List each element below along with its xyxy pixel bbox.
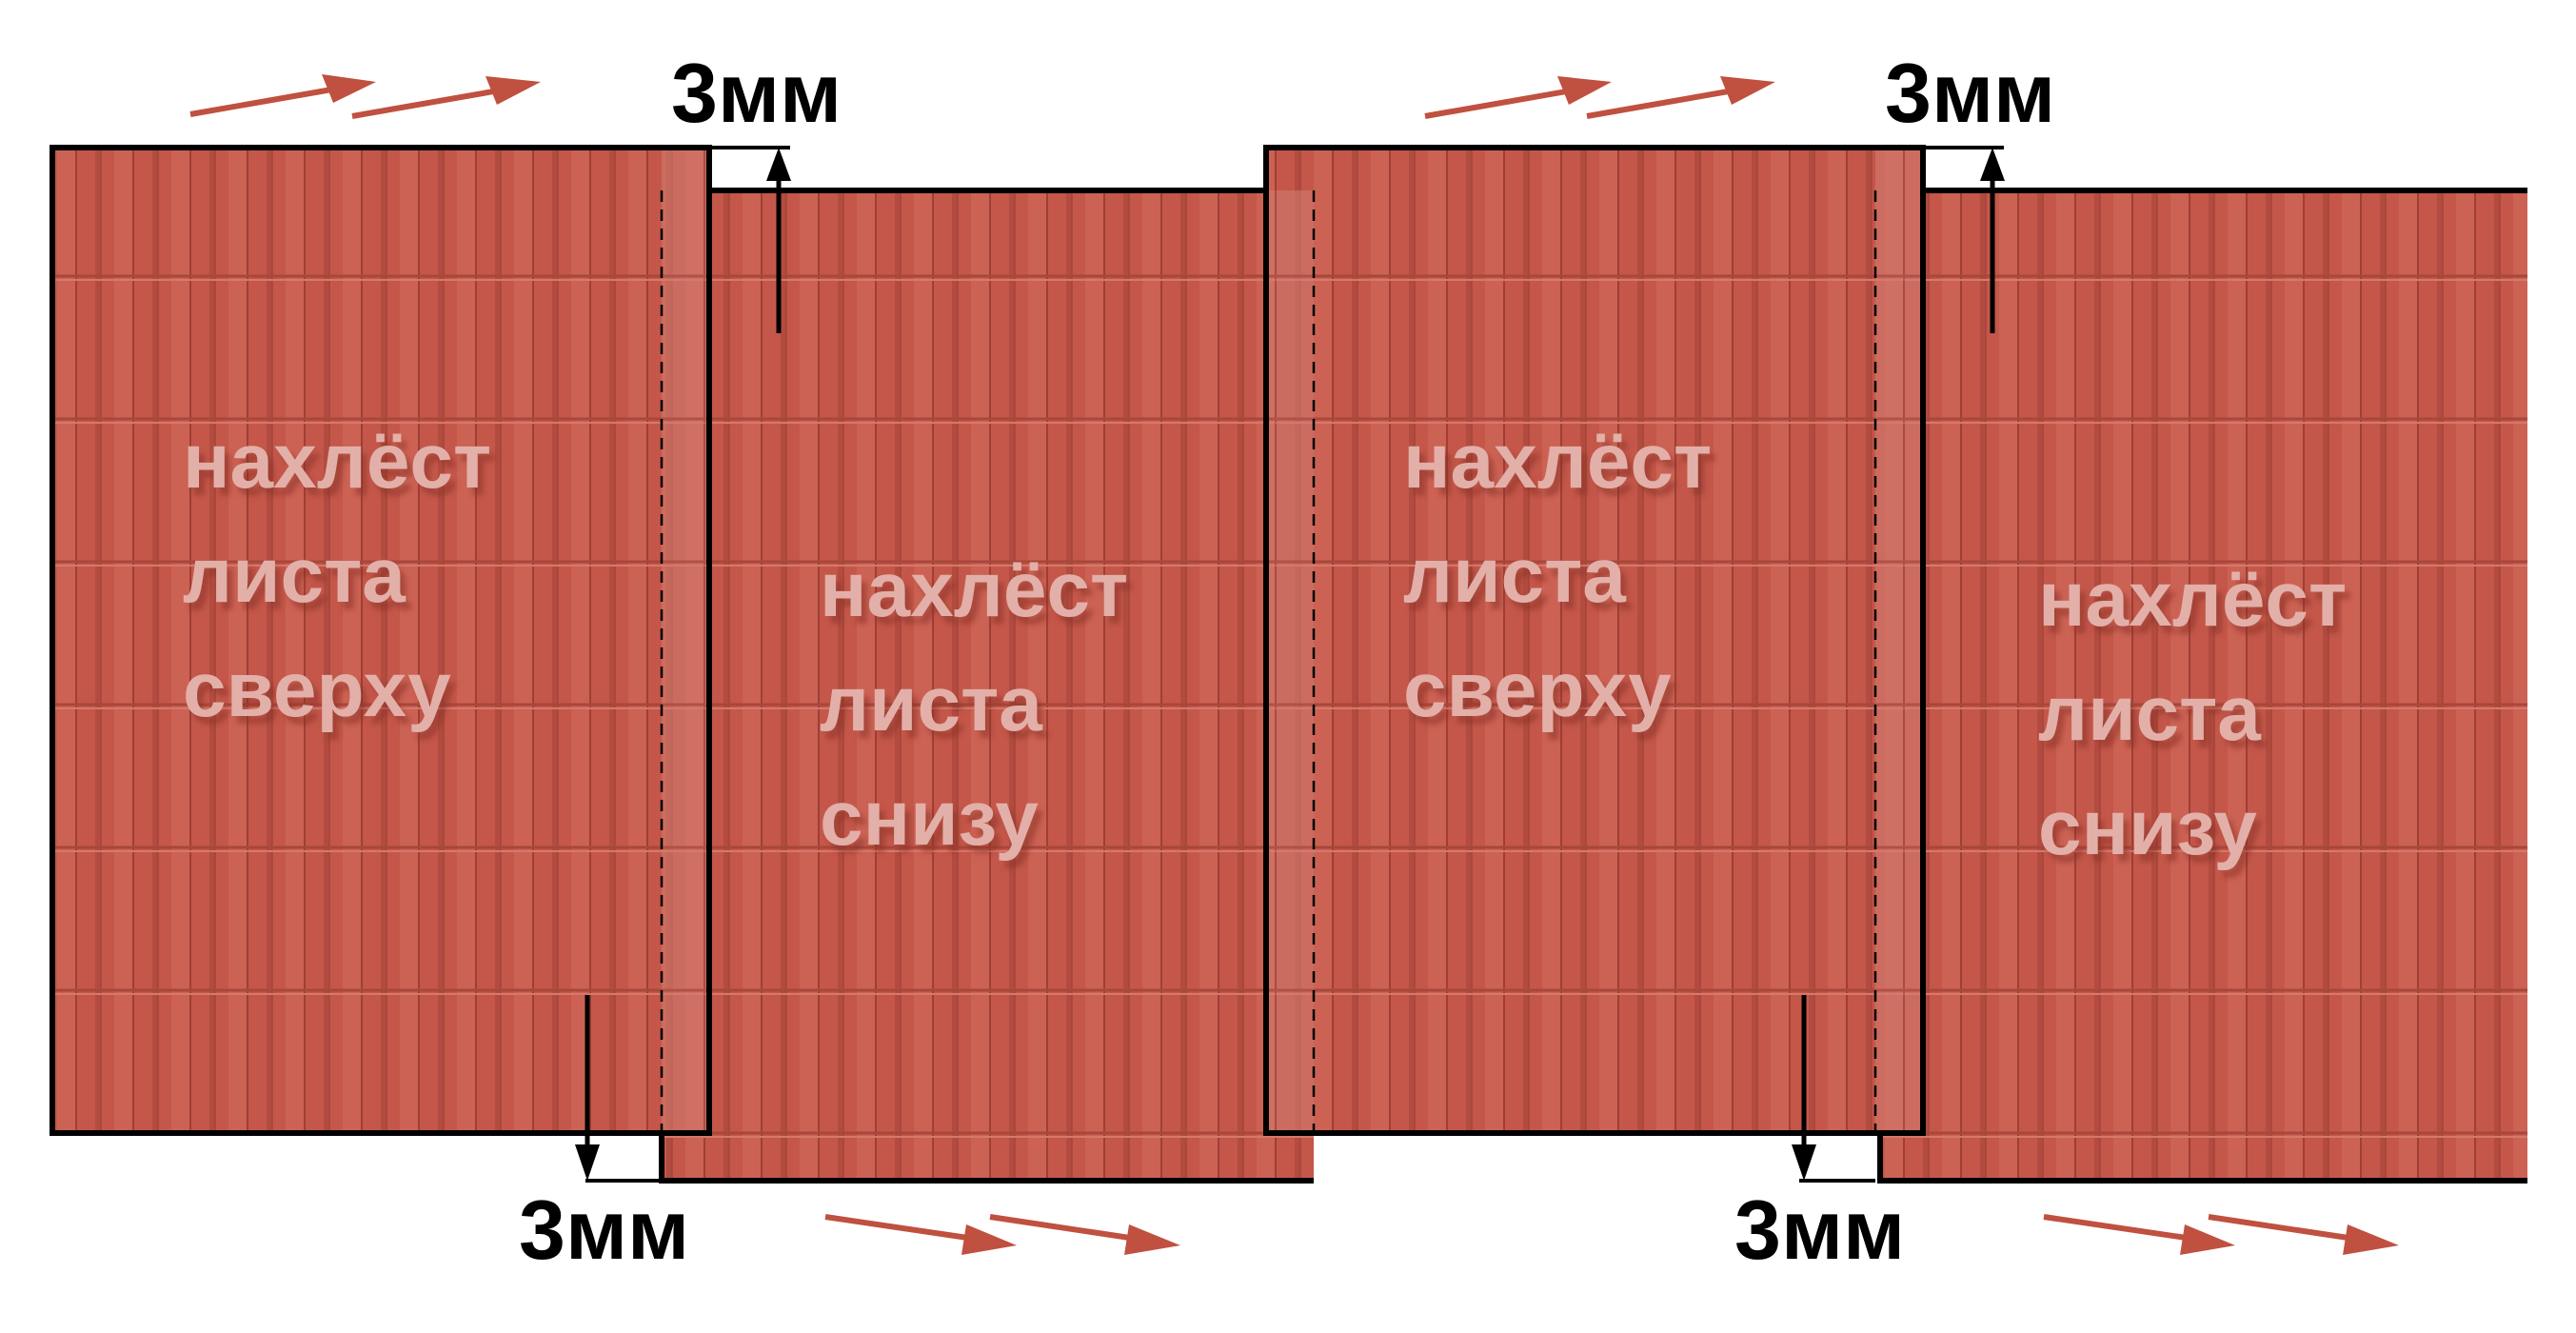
svg-text:листа: листа — [188, 540, 412, 627]
svg-text:сверху: сверху — [1403, 647, 1672, 733]
text-overlap-bottom-1: нахлёст листа снизу нахлёст листа снизу — [820, 547, 1134, 869]
svg-text:листа: листа — [825, 668, 1049, 755]
gap-label-top-1: 3мм — [671, 46, 842, 140]
svg-text:листа: листа — [820, 661, 1043, 747]
svg-text:листа: листа — [1403, 532, 1627, 619]
svg-text:нахлёст: нахлёст — [188, 426, 497, 512]
svg-text:нахлёст: нахлёст — [820, 547, 1128, 633]
sheet-upper-1 — [50, 145, 712, 1136]
sheet-upper-2 — [1263, 145, 1926, 1136]
direction-arrows-top-1 — [189, 74, 541, 119]
svg-text:сверху: сверху — [183, 647, 451, 733]
direction-arrows-top-2 — [1424, 76, 1775, 119]
svg-text:сверху: сверху — [1409, 654, 1677, 741]
svg-text:листа: листа — [183, 532, 406, 619]
direction-arrows-bottom-1 — [824, 1214, 1180, 1255]
gap-label-bottom-2: 3мм — [1734, 1183, 1905, 1277]
direction-arrows-bottom-2 — [2043, 1214, 2399, 1255]
svg-text:листа: листа — [2044, 678, 2268, 765]
gap-marker-bottom-1 — [575, 995, 662, 1183]
svg-text:снизу: снизу — [2044, 792, 2263, 879]
svg-text:нахлёст: нахлёст — [1409, 426, 1717, 512]
svg-text:снизу: снизу — [820, 775, 1039, 862]
svg-text:нахлёст: нахлёст — [2038, 556, 2347, 643]
svg-text:листа: листа — [1409, 540, 1633, 627]
svg-text:листа: листа — [2038, 670, 2262, 757]
gap-marker-bottom-2 — [1792, 995, 1875, 1183]
text-overlap-bottom-2: нахлёст листа снизу нахлёст листа снизу — [2038, 556, 2352, 879]
sheet-lower-1 — [659, 188, 1314, 1184]
gap-label-top-2: 3мм — [1885, 46, 2055, 140]
text-overlap-top-2: нахлёст листа сверху нахлёст листа сверх… — [1403, 418, 1717, 741]
svg-text:сверху: сверху — [188, 654, 457, 741]
gap-marker-top-1 — [709, 146, 791, 333]
svg-text:нахлёст: нахлёст — [183, 418, 491, 505]
gap-label-bottom-1: 3мм — [519, 1183, 689, 1277]
gap-marker-top-2 — [1923, 146, 2005, 333]
svg-text:нахлёст: нахлёст — [825, 554, 1134, 641]
svg-text:снизу: снизу — [825, 783, 1044, 869]
svg-text:нахлёст: нахлёст — [1403, 418, 1712, 505]
text-overlap-top-1: нахлёст листа сверху нахлёст листа сверх… — [183, 418, 497, 741]
svg-text:снизу: снизу — [2038, 785, 2257, 871]
svg-text:нахлёст: нахлёст — [2044, 564, 2352, 650]
